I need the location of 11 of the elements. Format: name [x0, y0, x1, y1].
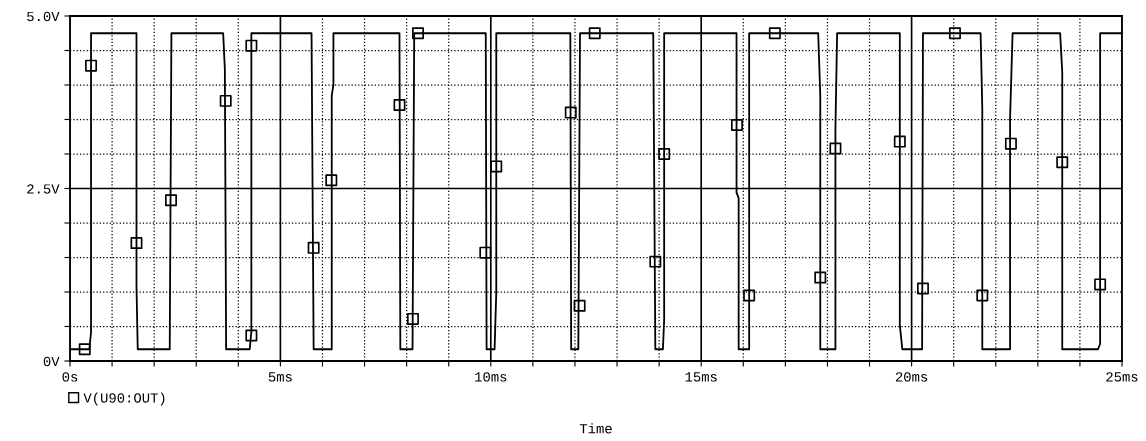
- x-tick-label: 15ms: [685, 372, 717, 382]
- x-tick-label: 0s: [62, 372, 78, 382]
- x-tick-label: 20ms: [895, 372, 928, 382]
- y-tick-label: 0V: [43, 356, 60, 367]
- x-axis-title: Time: [579, 423, 612, 434]
- legend-label: V(U90:OUT): [83, 392, 165, 406]
- y-tick-label: 2.5V: [27, 184, 60, 194]
- x-tick-label: 10ms: [475, 372, 507, 382]
- x-tick-label: 5ms: [268, 372, 292, 382]
- x-tick-label: 25ms: [1106, 372, 1138, 382]
- y-tick-label: 5.0V: [27, 11, 60, 22]
